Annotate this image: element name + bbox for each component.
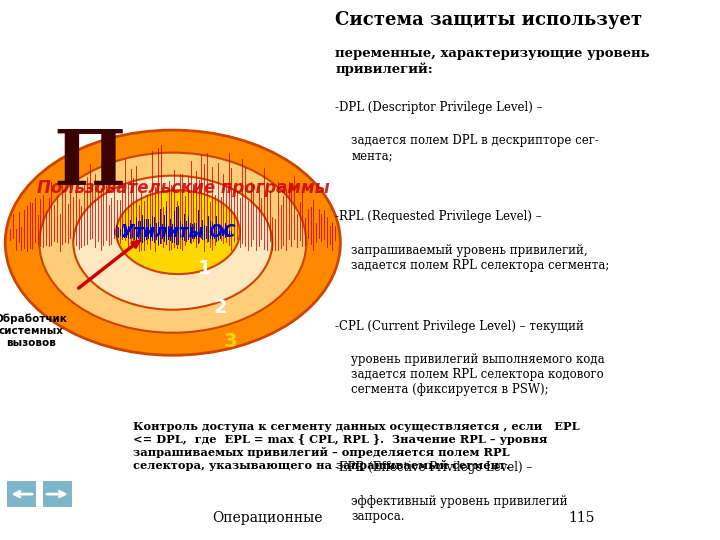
Text: эффективный уровень привилегий
запроса.: эффективный уровень привилегий запроса. xyxy=(351,495,568,523)
Text: Обработчик
системных
вызовов: Обработчик системных вызовов xyxy=(0,314,68,348)
FancyBboxPatch shape xyxy=(7,481,36,508)
Text: Операционные: Операционные xyxy=(212,511,323,525)
Text: -EPR (Effective Privilege Level) –: -EPR (Effective Privilege Level) – xyxy=(336,461,533,474)
Text: Контроль доступа к сегменту данных осуществляется , если   EPL
<= DPL,  где  EPL: Контроль доступа к сегменту данных осуще… xyxy=(133,421,580,470)
Ellipse shape xyxy=(116,190,240,274)
Ellipse shape xyxy=(73,176,272,310)
Text: задается полем DPL в дескрипторе сег-
мента;: задается полем DPL в дескрипторе сег- ме… xyxy=(351,134,599,163)
Text: уровень привилегий выполняемого кода
задается полем RPL селектора кодового
сегме: уровень привилегий выполняемого кода зад… xyxy=(351,353,605,396)
Text: -DPL (Descriptor Privilege Level) –: -DPL (Descriptor Privilege Level) – xyxy=(336,101,543,114)
Text: 3: 3 xyxy=(224,332,237,350)
Ellipse shape xyxy=(40,153,306,333)
Text: Система защиты использует: Система защиты использует xyxy=(336,11,642,29)
Text: П: П xyxy=(53,127,125,201)
FancyBboxPatch shape xyxy=(43,481,72,508)
Text: Утилиты ОС: Утилиты ОС xyxy=(121,223,235,241)
Text: 2: 2 xyxy=(213,298,227,317)
Text: -RPL (Requested Privilege Level) –: -RPL (Requested Privilege Level) – xyxy=(336,210,542,223)
Text: запрашиваемый уровень привилегий,
задается полем RPL селектора сегмента;: запрашиваемый уровень привилегий, задает… xyxy=(351,244,610,272)
Text: Пользовательские программы: Пользовательские программы xyxy=(37,179,330,197)
Text: 115: 115 xyxy=(569,511,595,525)
Text: -CPL (Current Privilege Level) – текущий: -CPL (Current Privilege Level) – текущий xyxy=(336,320,585,333)
Ellipse shape xyxy=(5,130,341,355)
Text: переменные, характеризующие уровень
привилегий:: переменные, характеризующие уровень прив… xyxy=(336,47,650,76)
Text: 1: 1 xyxy=(197,259,211,278)
